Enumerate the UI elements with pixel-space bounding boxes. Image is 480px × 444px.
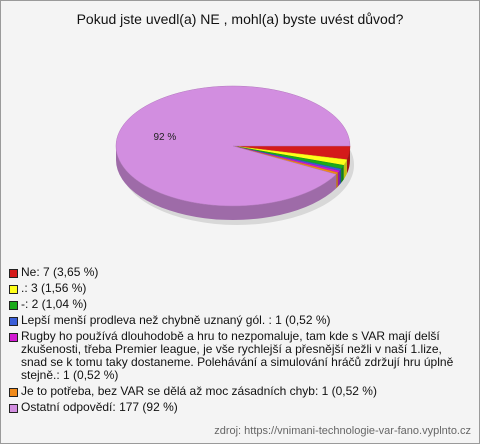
legend-swatch [9,285,18,294]
legend: Ne: 7 (3,65 %) .: 3 (1,56 %) -: 2 (1,04 %)… [9,266,469,417]
legend-label: .: 3 (1,56 %) [21,281,87,295]
legend-label: Lepší menší prodleva než chybně uznaný g… [21,313,331,327]
legend-label: -: 2 (1,04 %) [21,297,88,311]
legend-label: Rugby ho používá dlouhodobě a hru to nez… [21,329,454,382]
legend-label: Ne: 7 (3,65 %) [21,265,99,279]
legend-item: .: 3 (1,56 %) [9,282,469,295]
legend-label: Je to potřeba, bez VAR se dělá až moc zá… [21,384,377,398]
legend-item: Rugby ho používá dlouhodobě a hru to nez… [9,330,469,382]
chart-title: Pokud jste uvedl(a) NE , mohl(a) byste u… [76,11,404,27]
pie-side [343,159,347,180]
pie-area: 92 % [115,85,354,225]
legend-swatch [9,404,18,413]
legend-item: Ne: 7 (3,65 %) [9,266,469,279]
legend-swatch [9,388,18,397]
legend-item: Ostatní odpovědí: 177 (92 %) [9,401,469,414]
legend-swatch [9,301,18,310]
legend-label: Ostatní odpovědí: 177 (92 %) [21,400,178,414]
pie-side [337,170,340,187]
legend-swatch [9,317,18,326]
legend-swatch [9,333,18,342]
pie-side [116,146,337,221]
legend-item: Je to potřeba, bez VAR se dělá až moc zá… [9,385,469,398]
source: zdroj: https://vnimani-technologie-var-f… [214,425,471,437]
pie-side [339,169,342,185]
legend-item: -: 2 (1,04 %) [9,298,469,311]
legend-swatch [9,269,18,278]
pie-slice [115,85,351,207]
legend-item: Lepší menší prodleva než chybně uznaný g… [9,314,469,327]
pie-side [341,165,344,184]
data-label: 92 % [154,132,177,143]
pie-side [336,172,338,189]
